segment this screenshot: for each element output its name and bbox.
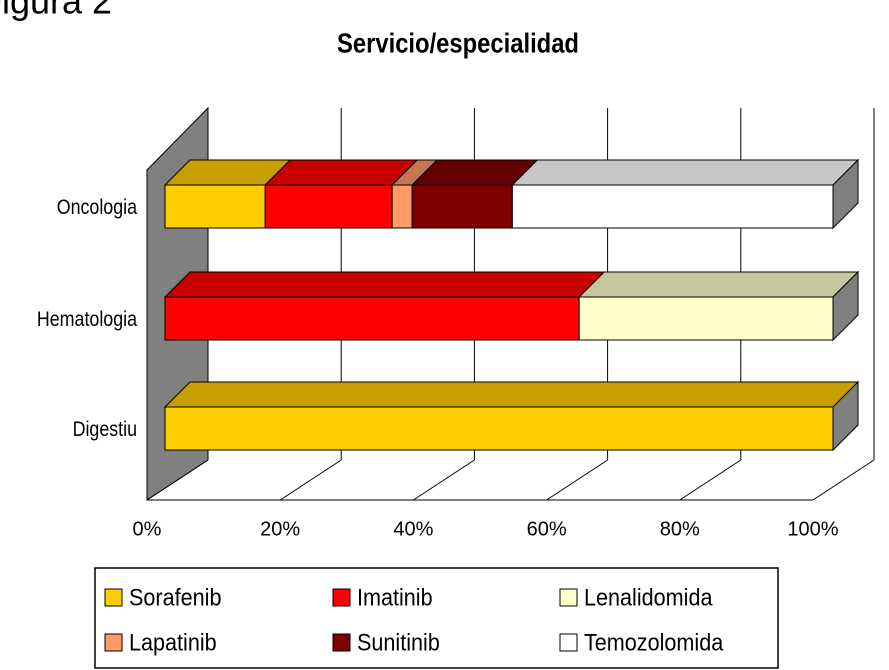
legend-label: Lapatinib [129, 628, 217, 655]
x-tick-label: 80% [660, 518, 700, 540]
y-tick-label: Digestiu [73, 418, 137, 442]
corner-text: Figura 2 [0, 0, 112, 22]
x-tick-label: 40% [393, 518, 433, 540]
bar-top [163, 271, 606, 298]
bar-top [163, 381, 860, 408]
legend-label: Temozolomida [584, 628, 724, 655]
legend-swatch [332, 633, 351, 652]
y-tick-label: Hematologia [37, 308, 137, 332]
legend-label: Lenalidomida [584, 583, 713, 610]
chart-title: Servicio/especialidad [337, 27, 579, 59]
bar-end [832, 158, 859, 230]
bar-end [832, 380, 859, 452]
bar [164, 296, 580, 341]
floor-line [413, 459, 475, 501]
bar [264, 184, 393, 229]
bar [411, 184, 513, 229]
legend-label: Sunitinib [357, 628, 440, 655]
x-tick-label: 0% [133, 518, 162, 540]
floor-line [279, 459, 342, 501]
bar-end [832, 270, 859, 342]
y-tick-label: Oncologia [57, 196, 137, 220]
legend-swatch [332, 588, 351, 607]
bar-top [511, 159, 860, 186]
bar [511, 184, 834, 229]
floor-line [812, 459, 875, 501]
floor-line [546, 459, 608, 501]
x-tick-label: 60% [527, 518, 567, 540]
bar [391, 184, 413, 229]
bar-top [577, 271, 860, 298]
legend-swatch [559, 588, 578, 607]
bar [164, 184, 266, 229]
bar-top [263, 159, 419, 186]
legend-swatch [104, 588, 123, 607]
floor-line [679, 459, 742, 501]
legend-label: Imatinib [357, 583, 433, 610]
legend-swatch [559, 633, 578, 652]
bar [578, 296, 834, 341]
x-tick-label: 20% [260, 518, 300, 540]
bar [164, 406, 834, 451]
legend-label: Sorafenib [129, 583, 221, 610]
legend-swatch [104, 633, 123, 652]
legend-box [94, 567, 779, 669]
floor-line [146, 459, 209, 501]
x-tick-label: 100% [787, 518, 838, 540]
